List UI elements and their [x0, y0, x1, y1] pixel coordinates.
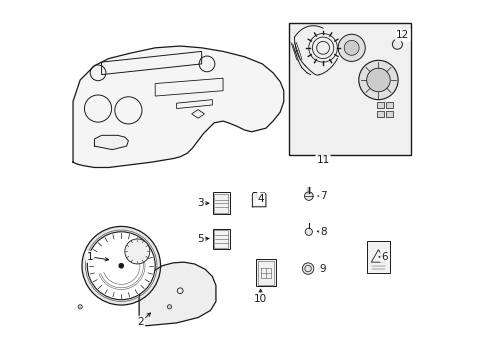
Text: 9: 9 — [318, 264, 325, 274]
Circle shape — [118, 263, 124, 269]
Circle shape — [366, 68, 389, 92]
Text: 5: 5 — [197, 234, 204, 244]
Circle shape — [82, 226, 160, 305]
Text: 3: 3 — [197, 198, 204, 208]
Circle shape — [391, 39, 402, 49]
Bar — [385, 102, 392, 108]
Bar — [376, 102, 383, 108]
Circle shape — [305, 228, 312, 235]
Circle shape — [167, 305, 171, 309]
Bar — [257, 261, 274, 285]
Text: 11: 11 — [316, 156, 329, 165]
Polygon shape — [94, 135, 128, 150]
Circle shape — [337, 34, 365, 62]
Text: 6: 6 — [381, 252, 387, 262]
Text: 4: 4 — [257, 194, 264, 203]
Bar — [288, 23, 410, 155]
Text: 8: 8 — [319, 227, 325, 237]
Bar — [214, 194, 228, 213]
Bar — [376, 111, 383, 117]
Circle shape — [344, 40, 358, 55]
Bar — [256, 260, 275, 286]
Text: 12: 12 — [395, 30, 408, 40]
Bar — [385, 111, 392, 117]
Circle shape — [87, 232, 155, 300]
Polygon shape — [252, 193, 265, 207]
Bar — [214, 230, 228, 248]
Text: 1: 1 — [87, 252, 93, 262]
Bar — [366, 241, 389, 273]
Circle shape — [304, 192, 312, 201]
Circle shape — [78, 305, 82, 309]
Polygon shape — [73, 46, 283, 167]
Text: 10: 10 — [253, 294, 266, 303]
Circle shape — [302, 263, 313, 274]
Circle shape — [358, 60, 397, 100]
Bar — [212, 229, 229, 249]
Text: 7: 7 — [319, 191, 325, 201]
Polygon shape — [139, 262, 216, 326]
Text: 2: 2 — [137, 317, 144, 327]
Bar — [212, 192, 229, 214]
Circle shape — [124, 239, 149, 264]
